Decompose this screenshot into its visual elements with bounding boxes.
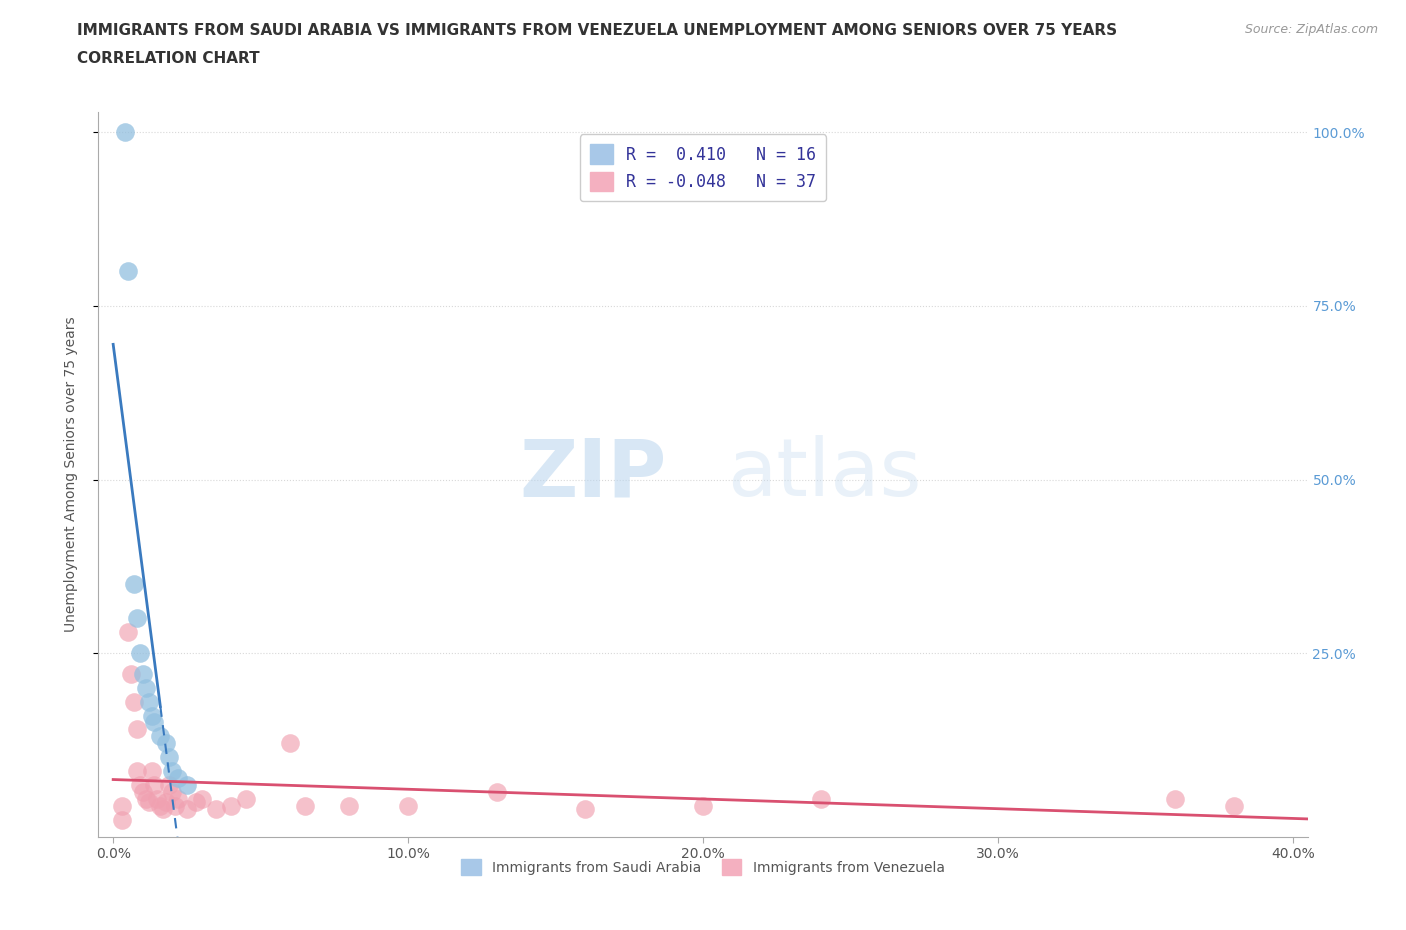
Point	[167, 791, 190, 806]
Point	[131, 784, 153, 799]
Point	[143, 715, 166, 730]
Point	[152, 802, 174, 817]
Text: Source: ZipAtlas.com: Source: ZipAtlas.com	[1244, 23, 1378, 36]
Point	[135, 681, 157, 696]
Point	[111, 812, 134, 827]
Point	[149, 729, 172, 744]
Point	[138, 795, 160, 810]
Point	[114, 125, 136, 140]
Legend: Immigrants from Saudi Arabia, Immigrants from Venezuela: Immigrants from Saudi Arabia, Immigrants…	[456, 854, 950, 881]
Text: ZIP: ZIP	[519, 435, 666, 513]
Point	[125, 611, 148, 626]
Point	[143, 777, 166, 792]
Point	[235, 791, 257, 806]
Point	[117, 625, 139, 640]
Point	[337, 798, 360, 813]
Point	[155, 736, 177, 751]
Point	[294, 798, 316, 813]
Y-axis label: Unemployment Among Seniors over 75 years: Unemployment Among Seniors over 75 years	[63, 316, 77, 632]
Point	[149, 798, 172, 813]
Point	[184, 795, 207, 810]
Point	[165, 798, 187, 813]
Point	[111, 798, 134, 813]
Point	[128, 645, 150, 660]
Point	[120, 667, 142, 682]
Point	[128, 777, 150, 792]
Point	[574, 802, 596, 817]
Point	[125, 722, 148, 737]
Point	[1223, 798, 1246, 813]
Point	[135, 791, 157, 806]
Point	[146, 791, 169, 806]
Point	[131, 667, 153, 682]
Point	[141, 708, 163, 723]
Point	[138, 694, 160, 709]
Point	[692, 798, 714, 813]
Point	[485, 784, 508, 799]
Point	[396, 798, 419, 813]
Point	[122, 694, 145, 709]
Point	[160, 764, 183, 778]
Text: IMMIGRANTS FROM SAUDI ARABIA VS IMMIGRANTS FROM VENEZUELA UNEMPLOYMENT AMONG SEN: IMMIGRANTS FROM SAUDI ARABIA VS IMMIGRAN…	[77, 23, 1118, 38]
Text: atlas: atlas	[727, 435, 921, 513]
Point	[219, 798, 242, 813]
Point	[190, 791, 212, 806]
Point	[176, 802, 198, 817]
Point	[205, 802, 228, 817]
Point	[157, 750, 180, 764]
Point	[176, 777, 198, 792]
Point	[117, 264, 139, 279]
Point	[141, 764, 163, 778]
Point	[157, 777, 180, 792]
Text: CORRELATION CHART: CORRELATION CHART	[77, 51, 260, 66]
Point	[160, 784, 183, 799]
Point	[1164, 791, 1187, 806]
Point	[125, 764, 148, 778]
Point	[278, 736, 301, 751]
Point	[810, 791, 832, 806]
Point	[167, 771, 190, 786]
Point	[122, 577, 145, 591]
Point	[155, 795, 177, 810]
